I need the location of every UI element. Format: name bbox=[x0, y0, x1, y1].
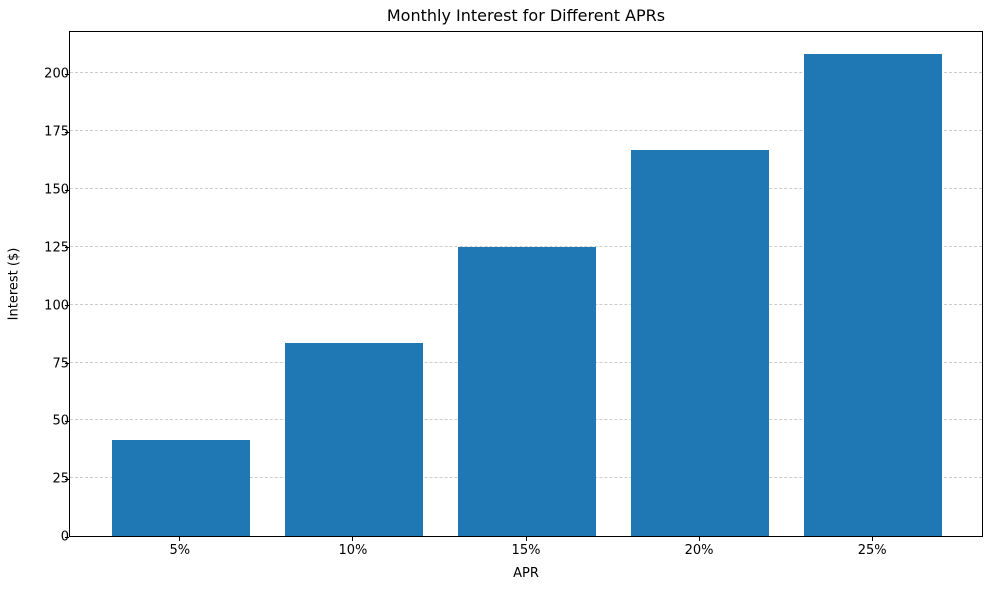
bar-20% bbox=[630, 150, 770, 536]
gridline bbox=[70, 188, 982, 190]
y-tick-label: 100 bbox=[44, 298, 69, 314]
x-tick-mark bbox=[525, 537, 527, 541]
bar-5% bbox=[111, 439, 251, 536]
x-tick-label: 20% bbox=[684, 543, 714, 558]
x-axis-label: APR bbox=[513, 566, 539, 581]
y-tick-label: 150 bbox=[44, 182, 69, 198]
y-tick-mark bbox=[65, 536, 69, 538]
x-tick-label: 10% bbox=[338, 543, 368, 558]
y-tick-label: 125 bbox=[44, 240, 69, 256]
x-tick-mark bbox=[352, 537, 354, 541]
y-tick-mark bbox=[65, 131, 69, 133]
x-tick-label: 15% bbox=[511, 543, 541, 558]
y-tick-mark bbox=[65, 73, 69, 75]
y-tick-label: 75 bbox=[52, 356, 69, 371]
bar-15% bbox=[457, 246, 597, 536]
plot-area bbox=[69, 31, 983, 537]
gridline bbox=[70, 245, 982, 247]
y-tick-mark bbox=[65, 189, 69, 191]
x-tick-mark bbox=[698, 537, 700, 541]
y-tick-label: 0 bbox=[61, 530, 69, 545]
y-tick-mark bbox=[65, 420, 69, 422]
bar-10% bbox=[284, 343, 424, 536]
y-tick-label: 175 bbox=[44, 124, 69, 140]
x-tick-label: 25% bbox=[857, 543, 887, 558]
gridline bbox=[70, 72, 982, 74]
y-tick-mark bbox=[65, 305, 69, 307]
x-tick-mark bbox=[179, 537, 181, 541]
chart-title: Monthly Interest for Different APRs bbox=[386, 6, 666, 25]
gridline bbox=[70, 130, 982, 132]
y-tick-mark bbox=[65, 478, 69, 480]
y-axis-label: Interest ($) bbox=[6, 247, 22, 321]
y-tick-label: 50 bbox=[52, 413, 69, 429]
x-tick-label: 5% bbox=[169, 543, 191, 558]
y-tick-label: 25 bbox=[52, 471, 69, 487]
y-tick-label: 200 bbox=[44, 66, 69, 82]
x-tick-mark bbox=[871, 537, 873, 541]
bar-25% bbox=[803, 54, 943, 536]
y-tick-mark bbox=[65, 363, 69, 364]
y-tick-mark bbox=[65, 247, 69, 249]
